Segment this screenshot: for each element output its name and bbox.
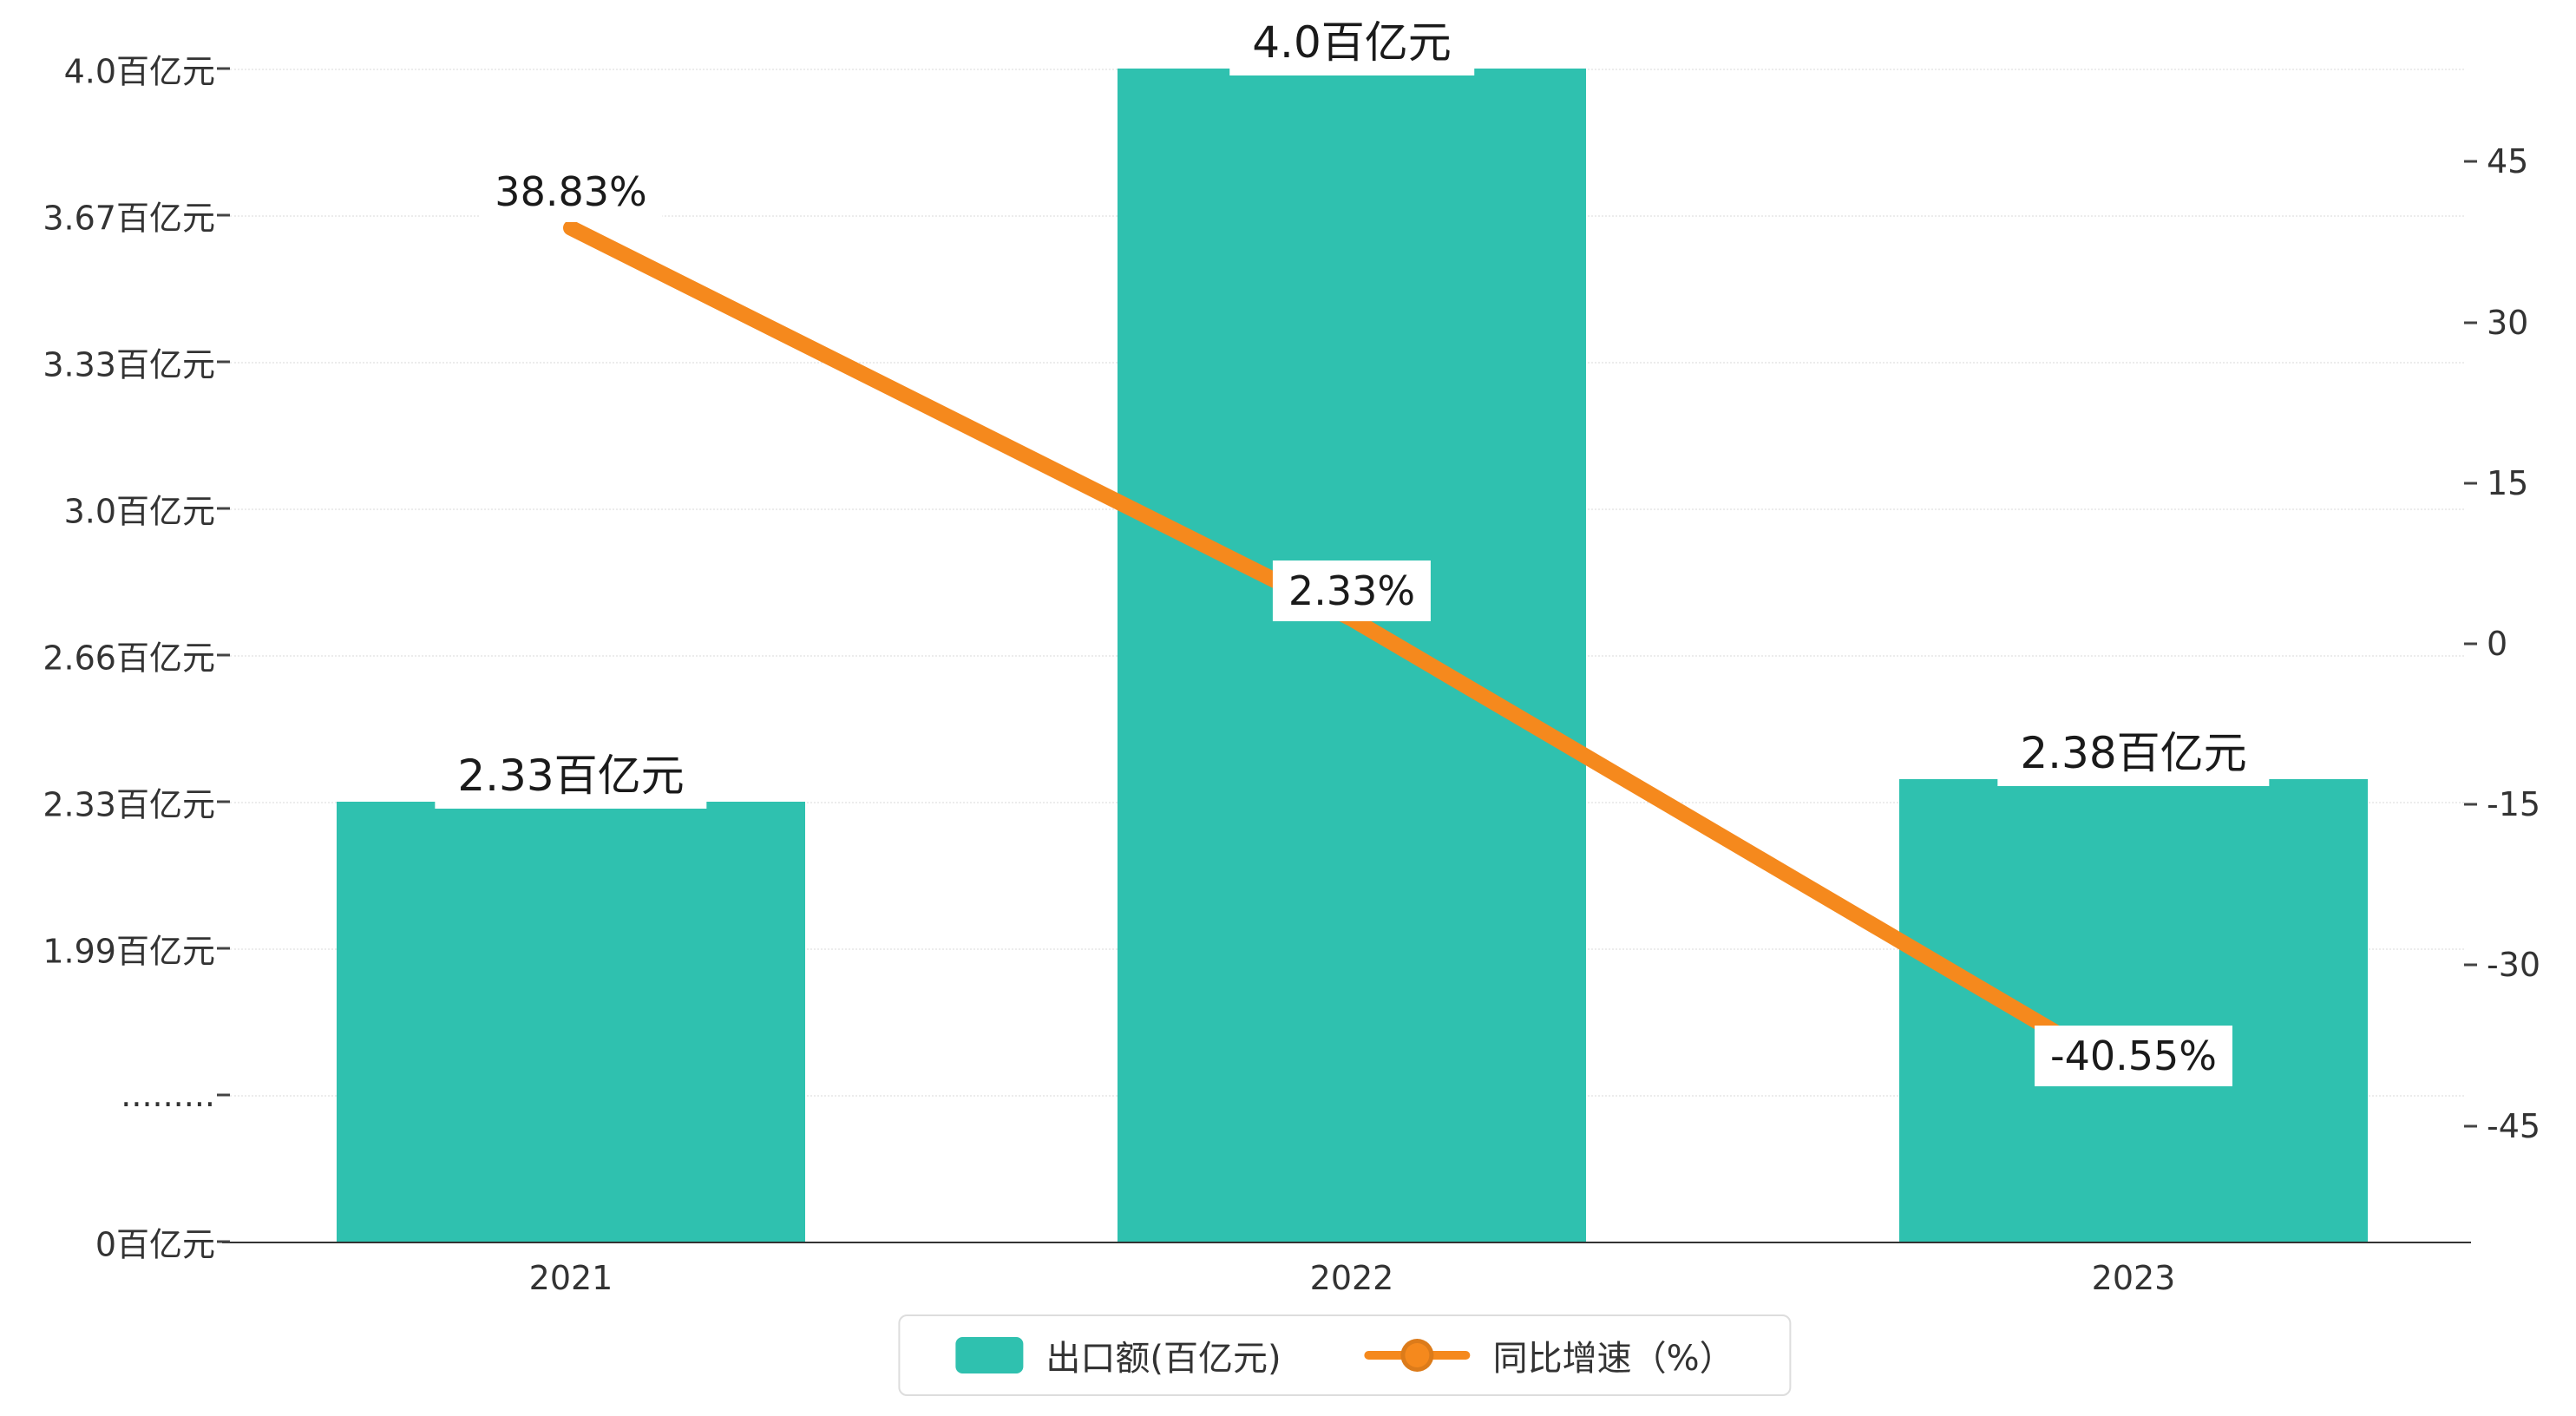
y-axis-left-tick-label: 3.33百亿元	[43, 345, 215, 384]
y-axis-right-tick-label: 45	[2487, 142, 2529, 181]
y-axis-left-tick-label: 3.67百亿元	[43, 199, 215, 238]
bar-value-label-2021: 2.33百亿元	[435, 736, 707, 809]
y-axis-left-tick-label: 1.99百亿元	[43, 932, 215, 971]
y-axis-left-tick-mark	[217, 1093, 230, 1097]
bar-2022[interactable]	[1118, 69, 1586, 1242]
y-axis-right-tick-label: 15	[2487, 463, 2529, 502]
y-axis-right-tick-mark	[2464, 482, 2477, 485]
legend-item-export-amount[interactable]: 出口额(百亿元)	[955, 1330, 1281, 1380]
y-axis-right-tick-label: -30	[2487, 946, 2541, 985]
y-axis-right-tick-label: 30	[2487, 303, 2529, 342]
bar-value-label-2023: 2.38百亿元	[1997, 713, 2270, 787]
y-axis-right-tick-label: -45	[2487, 1106, 2541, 1145]
y-axis-right-tick-mark	[2464, 642, 2477, 646]
line-point-label-2021: 38.83%	[479, 161, 663, 222]
y-axis-right-tick-mark	[2464, 963, 2477, 967]
y-axis-left-tick-label: 2.33百亿元	[43, 785, 215, 824]
x-axis-category-label-2021: 2021	[528, 1259, 613, 1297]
y-axis-left-tick-label: .........	[121, 1076, 215, 1114]
bar-series-swatch-icon	[955, 1337, 1024, 1373]
y-axis-left-tick-label: 4.0百亿元	[63, 52, 215, 91]
y-axis-left-tick-label: 0百亿元	[95, 1225, 215, 1264]
line-series-marker-icon	[1364, 1339, 1471, 1372]
y-axis-left-tick-mark	[217, 213, 230, 217]
legend: 出口额(百亿元) 同比增速（%）	[898, 1314, 1792, 1396]
y-axis-left-tick-mark	[217, 1240, 230, 1243]
legend-item-growth-rate[interactable]: 同比增速（%）	[1364, 1330, 1734, 1380]
y-axis-left-tick-mark	[217, 67, 230, 70]
legend-label-export-amount: 出口额(百亿元)	[1045, 1339, 1281, 1379]
bar-2023[interactable]	[1899, 779, 2368, 1242]
line-point-label-2023: -40.55%	[2035, 1025, 2232, 1086]
line-point-label-2022: 2.33%	[1272, 560, 1432, 622]
y-axis-right-tick-mark	[2464, 321, 2477, 324]
y-axis-right-tick-mark	[2464, 803, 2477, 806]
y-axis-left-tick-mark	[217, 360, 230, 364]
line-series-dot-icon	[1400, 1339, 1434, 1372]
y-axis-right-tick-mark	[2464, 1124, 2477, 1128]
legend-label-growth-rate: 同比增速（%）	[1492, 1339, 1734, 1379]
y-axis-left-tick-mark	[217, 947, 230, 950]
y-axis-left-tick-label: 2.66百亿元	[43, 639, 215, 678]
x-axis-category-label-2023: 2023	[2091, 1259, 2176, 1297]
bar-2021[interactable]	[337, 802, 805, 1242]
bar-value-label-2022: 4.0百亿元	[1229, 3, 1474, 75]
y-axis-left-tick-mark	[217, 507, 230, 510]
y-axis-right-tick-mark	[2464, 160, 2477, 163]
y-axis-left-tick-mark	[217, 653, 230, 657]
y-axis-left-tick-mark	[217, 800, 230, 803]
x-axis-line	[222, 1242, 2471, 1243]
y-axis-right-tick-label: -15	[2487, 785, 2541, 824]
x-axis-category-label-2022: 2022	[1309, 1259, 1394, 1297]
y-axis-left-tick-label: 3.0百亿元	[63, 492, 215, 531]
y-axis-right-tick-label: 0	[2487, 625, 2508, 663]
